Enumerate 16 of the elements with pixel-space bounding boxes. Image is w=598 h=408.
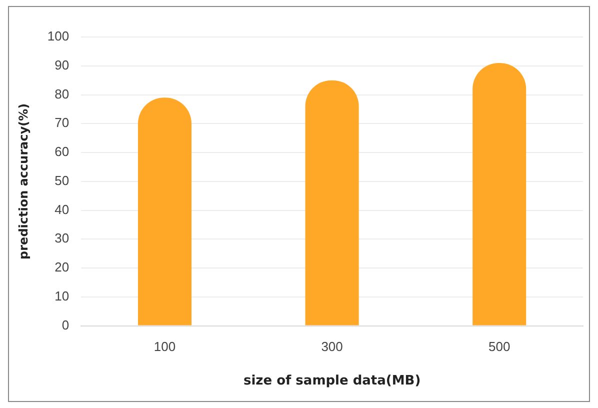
y-tick-label: 30 [54,230,70,246]
y-tick-label: 50 [54,172,70,188]
y-axis-title: prediction accuracy(%) [16,103,30,260]
y-tick-label: 80 [54,86,70,102]
y-tick-label: 20 [54,260,70,275]
y-tick-label: 0 [62,317,70,332]
y-tick-label: 10 [54,288,70,304]
y-tick-label: 90 [54,57,70,72]
x-tick-label: 300 [321,339,343,354]
y-tick-label: 40 [54,202,70,217]
x-tick-label: 100 [154,339,176,354]
x-tick-label: 500 [488,339,510,354]
y-tick-label: 100 [47,28,70,44]
x-axis-title: size of sample data(MB) [243,374,421,389]
y-tick-label: 60 [54,144,70,160]
y-tick-label: 70 [54,115,70,130]
